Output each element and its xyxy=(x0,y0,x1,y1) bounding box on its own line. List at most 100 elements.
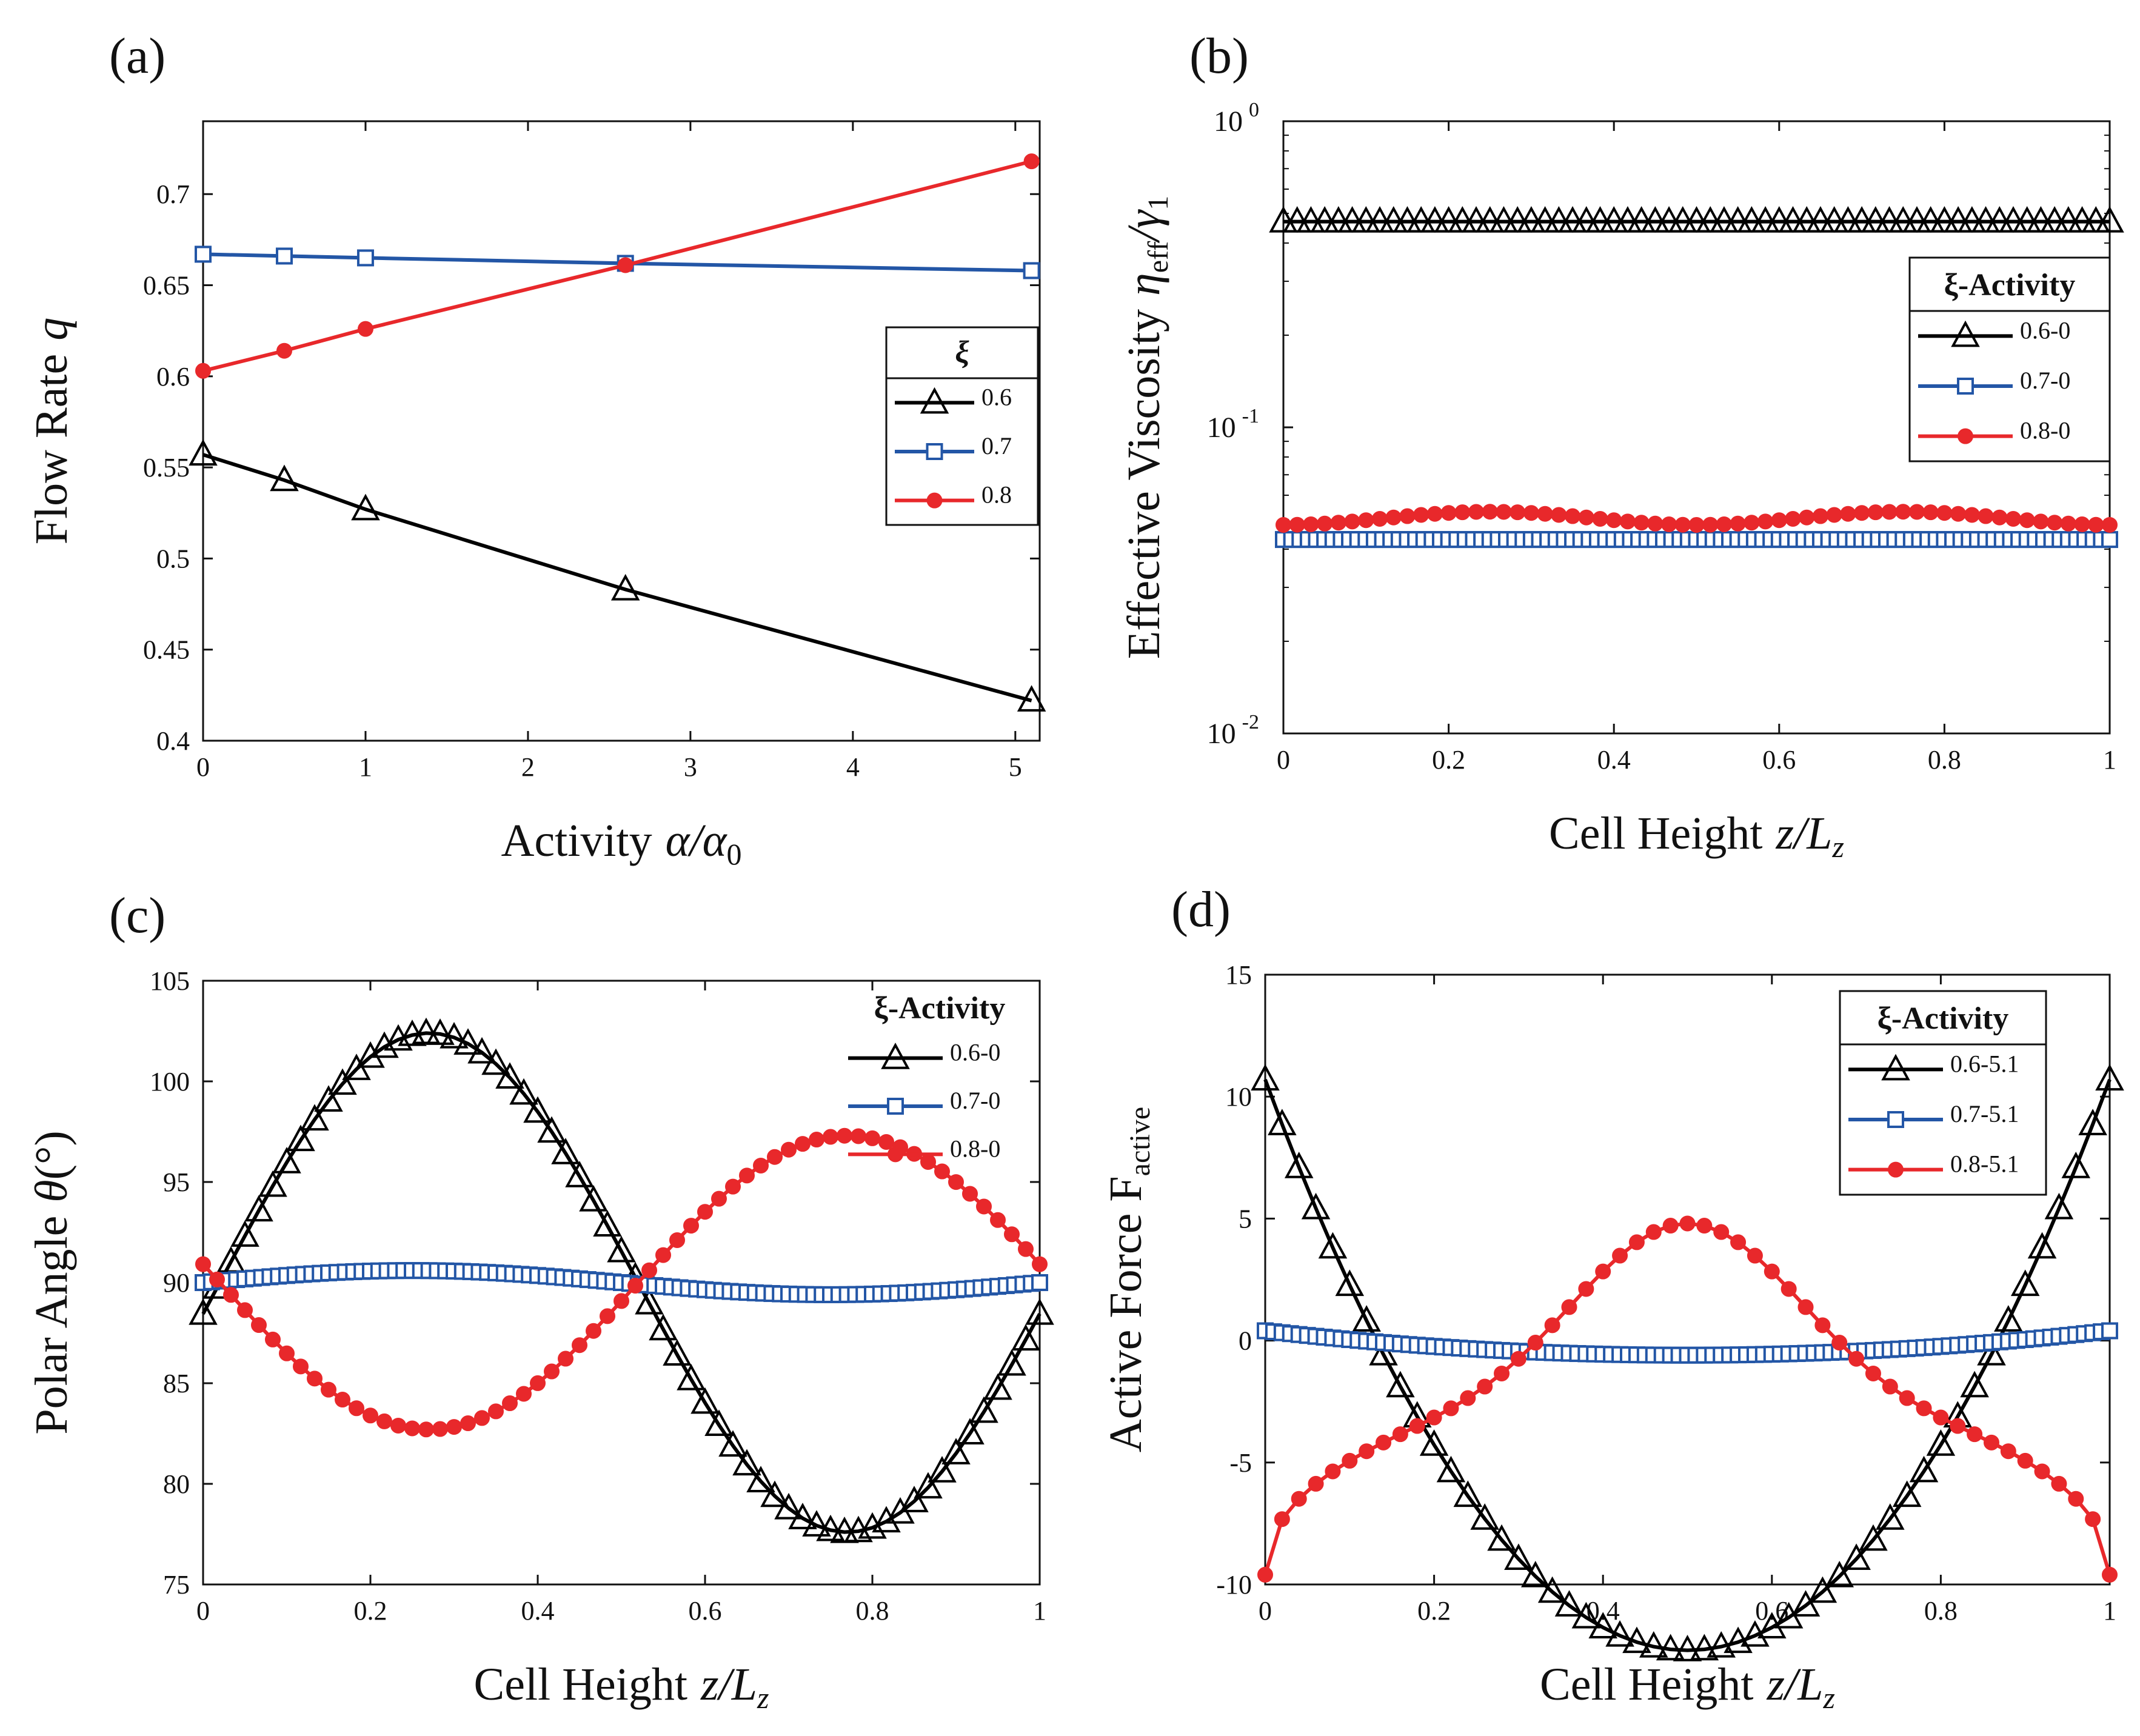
legend-entry: 0.8 xyxy=(981,481,1012,509)
data-point xyxy=(404,1420,420,1437)
x-tick-label: 0.6 xyxy=(1762,745,1796,775)
data-point xyxy=(1393,205,1422,233)
data-point xyxy=(1544,205,1574,233)
data-point xyxy=(983,1373,1012,1400)
y-label-text: Active Force F xyxy=(1100,1176,1151,1452)
data-point xyxy=(1325,1463,1341,1480)
data-point xyxy=(1747,1247,1763,1264)
data-point xyxy=(1933,1409,1949,1426)
y-tick-label: 90 xyxy=(163,1268,190,1298)
data-point xyxy=(1475,205,1505,233)
data-point xyxy=(2088,516,2104,533)
x-axis-label: Cell Height z/Lz xyxy=(474,1659,769,1715)
data-point xyxy=(279,1345,295,1361)
data-point xyxy=(1369,1338,1398,1366)
data-point xyxy=(370,1031,399,1058)
y-tick-base: 10 xyxy=(1214,105,1243,138)
y-label-sub: eff xyxy=(1142,241,1174,273)
data-point xyxy=(1578,509,1594,526)
data-point xyxy=(2019,512,2035,529)
data-point xyxy=(1930,205,1959,233)
data-point xyxy=(1017,685,1046,712)
y-tick-label: 10 0 xyxy=(1214,99,1259,138)
y-tick-label: 0.45 xyxy=(143,635,190,665)
data-point xyxy=(1881,504,1898,520)
data-point xyxy=(440,1022,469,1049)
data-point xyxy=(1978,508,1994,524)
data-point xyxy=(610,573,640,601)
data-point xyxy=(1592,510,1608,527)
data-point xyxy=(1806,205,1835,233)
data-point xyxy=(321,1381,336,1398)
data-point xyxy=(357,321,373,337)
data-point xyxy=(314,1085,343,1112)
data-point xyxy=(1310,205,1339,233)
data-point xyxy=(2101,1322,2118,1340)
data-point xyxy=(1330,515,1346,531)
data-point xyxy=(1985,205,2015,233)
data-point xyxy=(1269,205,1298,233)
legend: ξ 0.6 0.7 0.8 xyxy=(885,326,1039,526)
legend-entry: 0.8-0 xyxy=(950,1135,1000,1162)
y-tick-exp: -2 xyxy=(1242,711,1259,733)
data-point xyxy=(1713,1224,1730,1240)
data-point xyxy=(1840,506,1856,522)
data-point xyxy=(1399,508,1416,524)
x-axis-label: Cell Height z/Lz xyxy=(1540,1659,1835,1715)
data-point xyxy=(1434,205,1463,233)
legend: ξ-Activity 0.6-5.1 0.7-5.1 0.8-5.1 xyxy=(1839,990,2047,1196)
data-point xyxy=(2101,531,2118,549)
data-point xyxy=(823,1129,838,1145)
series-0.8-0 xyxy=(195,1127,1048,1438)
data-point xyxy=(767,1149,783,1165)
data-point xyxy=(617,257,634,273)
data-point xyxy=(955,1418,985,1444)
data-point xyxy=(2074,516,2090,532)
data-point xyxy=(1386,1370,1415,1398)
data-point xyxy=(1523,505,1539,521)
series-0.8-5.1 xyxy=(1257,1215,2118,1583)
data-point xyxy=(1588,1612,1617,1639)
data-point xyxy=(990,1212,1006,1228)
x-label-text: Cell Height xyxy=(474,1659,688,1710)
data-point xyxy=(1908,504,1925,520)
legend-box xyxy=(885,326,1039,526)
data-point xyxy=(537,1116,566,1143)
legend-marker xyxy=(920,387,949,414)
x-label-sub: z xyxy=(757,1681,769,1715)
data-point xyxy=(1482,504,1498,520)
data-point xyxy=(1352,1305,1381,1332)
x-tick-label: 0 xyxy=(196,1596,210,1626)
y-tick-label: 0.5 xyxy=(156,544,190,573)
data-point xyxy=(558,1350,573,1367)
data-point xyxy=(1892,1480,1922,1507)
y-label-suffix: (°) xyxy=(26,1130,77,1180)
data-point xyxy=(293,1358,309,1375)
data-point xyxy=(1443,1400,1459,1417)
data-point xyxy=(1710,205,1739,233)
data-point xyxy=(1812,508,1828,524)
data-point xyxy=(209,1271,225,1287)
y-label-text: Effective Viscosity xyxy=(1118,309,1169,659)
series-0.6-0 xyxy=(1269,205,2124,233)
data-point xyxy=(1902,205,1931,233)
x-label-sub: z xyxy=(1823,1681,1835,1715)
data-point xyxy=(2000,1443,2016,1460)
data-point xyxy=(1991,509,2008,526)
data-point xyxy=(1730,1234,1747,1250)
data-point xyxy=(1578,1281,1594,1297)
data-point xyxy=(1344,513,1360,530)
data-point xyxy=(600,1308,615,1324)
data-point xyxy=(251,1317,267,1334)
data-point xyxy=(1487,1524,1516,1551)
data-point xyxy=(1359,1443,1375,1460)
data-point xyxy=(969,1396,998,1423)
data-point xyxy=(1510,504,1526,521)
data-point xyxy=(1392,1426,1408,1443)
series-line xyxy=(202,453,1032,703)
data-point xyxy=(195,245,212,263)
x-label-text: Cell Height xyxy=(1549,808,1763,859)
data-point xyxy=(1622,1626,1651,1654)
data-point xyxy=(2078,1109,2107,1135)
